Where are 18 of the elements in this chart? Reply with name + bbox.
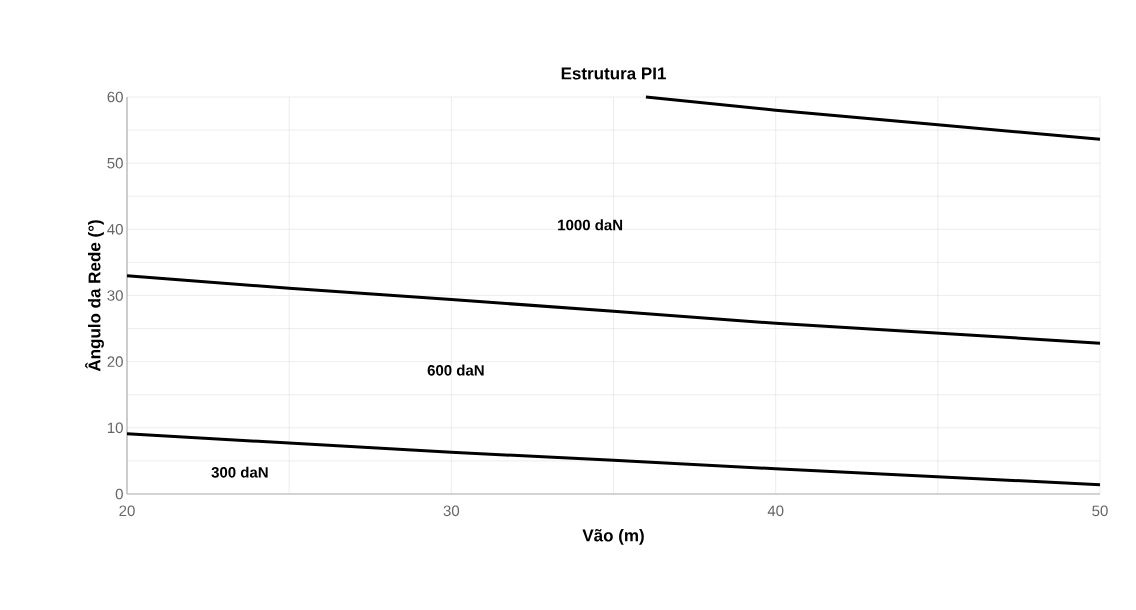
chart-title: Estrutura PI1 [561, 67, 666, 80]
x-tick-label: 30 [443, 505, 460, 517]
x-tick-label: 50 [1092, 505, 1108, 517]
y-axis-title: Ângulo da Rede (°) [85, 220, 104, 372]
x-tick-label: 40 [767, 505, 784, 517]
line-series [644, 95, 1102, 141]
x-tick-label: 20 [119, 505, 135, 517]
y-tick-label: 20 [107, 356, 123, 367]
annotation: 1000 daN [558, 219, 623, 231]
annotation: 300 daN [211, 466, 268, 478]
y-tick-label: 30 [107, 290, 123, 301]
y-tick-label: 10 [107, 422, 123, 434]
y-tick-label: 0 [115, 488, 123, 500]
y-tick-label: 50 [107, 157, 123, 169]
y-tick-label: 40 [107, 224, 123, 235]
annotation: 600 daN [427, 364, 484, 376]
y-tick-label: 60 [107, 91, 123, 103]
x-axis-title: Vão (m) [582, 529, 644, 545]
